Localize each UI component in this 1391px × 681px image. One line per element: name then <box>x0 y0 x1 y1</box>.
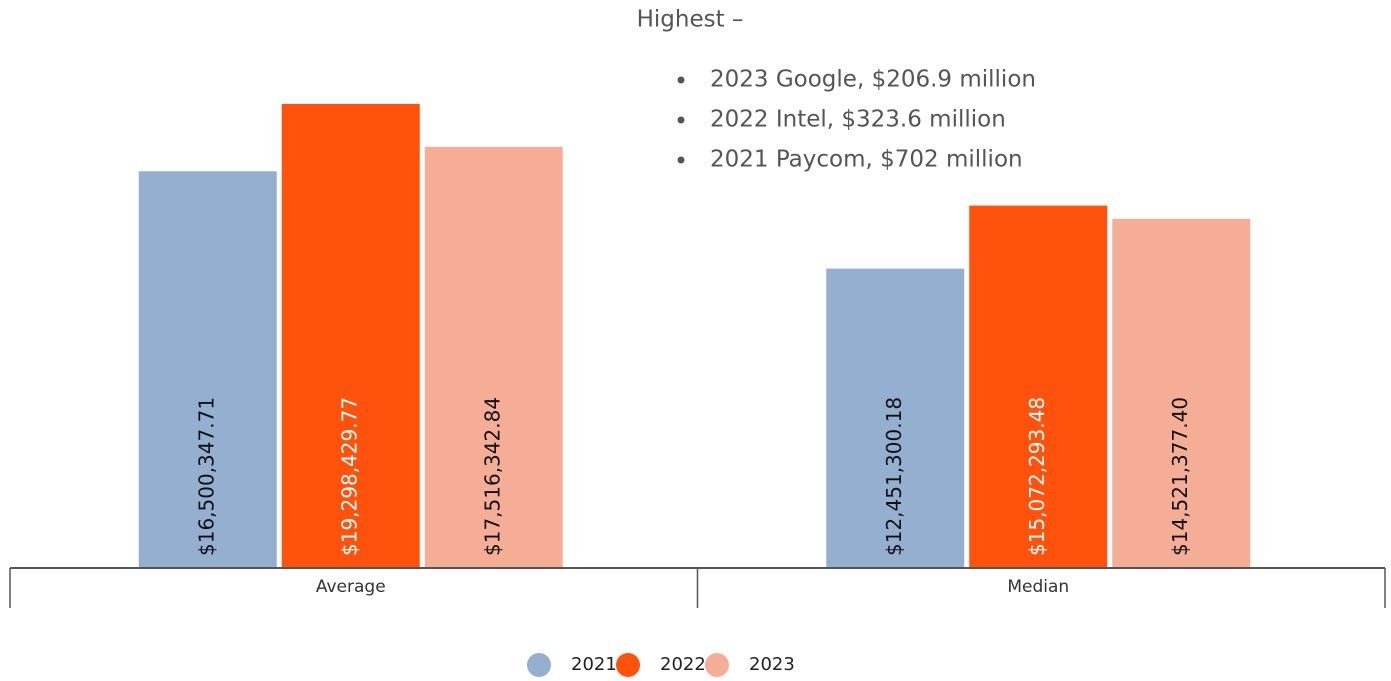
legend-swatch <box>527 653 551 677</box>
bullet <box>677 76 685 84</box>
bar <box>138 171 277 568</box>
annotation-item: 2023 Google, $206.9 million <box>710 67 1036 93</box>
x-tick-label: Median <box>1007 577 1069 597</box>
value-label: $16,500,347.71 <box>194 397 218 556</box>
value-label: $17,516,342.84 <box>480 397 504 556</box>
bullet <box>677 116 685 124</box>
bullet <box>677 156 685 164</box>
legend-label: 2022 <box>660 654 706 675</box>
value-label: $12,451,300.18 <box>882 397 906 556</box>
bar <box>826 268 965 568</box>
legend-label: 2021 <box>571 654 617 675</box>
value-label: $14,521,377.40 <box>1168 397 1192 556</box>
annotation-title: Highest – <box>637 7 744 33</box>
bar <box>281 104 420 568</box>
legend-label: 2023 <box>749 654 795 675</box>
bar <box>424 146 563 568</box>
value-label: $19,298,429.77 <box>337 397 361 556</box>
legend-swatch <box>705 653 729 677</box>
x-tick-label: Average <box>316 577 386 597</box>
bar <box>1112 218 1251 568</box>
legend-swatch <box>616 653 640 677</box>
annotation-item: 2021 Paycom, $702 million <box>710 147 1023 173</box>
value-label: $15,072,293.48 <box>1025 397 1049 556</box>
annotation-item: 2022 Intel, $323.6 million <box>710 107 1006 133</box>
bar <box>969 205 1108 568</box>
